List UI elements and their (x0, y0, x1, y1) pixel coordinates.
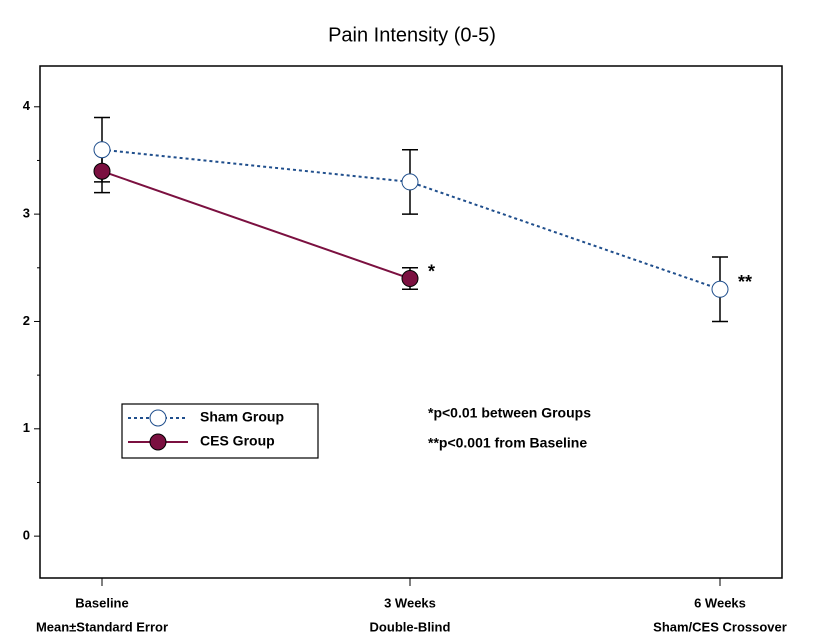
point-annotation: * (428, 261, 435, 281)
legend-label: Sham Group (200, 409, 284, 425)
x-tick-sublabel: Mean±Standard Error (36, 619, 168, 634)
legend-marker (149, 433, 167, 451)
x-tick-sublabel: Double-Blind (370, 619, 451, 634)
point-marker (93, 141, 111, 159)
x-tick-label: Baseline (75, 595, 128, 610)
point-marker (401, 173, 419, 191)
legend-label: CES Group (200, 433, 275, 449)
y-tick-label: 0 (23, 528, 30, 543)
y-tick-label: 4 (23, 98, 31, 113)
x-tick-label: 6 Weeks (694, 595, 746, 610)
plot-frame (39, 65, 783, 579)
point-marker (711, 280, 729, 298)
point-marker (93, 162, 111, 180)
legend-marker (149, 409, 167, 427)
point-marker (401, 270, 419, 288)
note: **p<0.001 from Baseline (428, 435, 587, 451)
chart-title: Pain Intensity (0-5) (328, 24, 496, 46)
y-tick-label: 3 (23, 206, 30, 221)
note: *p<0.01 between Groups (428, 405, 591, 421)
series-line (101, 148, 721, 291)
x-tick-label: 3 Weeks (384, 595, 436, 610)
y-tick-label: 2 (23, 313, 30, 328)
y-tick-label: 1 (23, 420, 30, 435)
x-tick-sublabel: Sham/CES Crossover (653, 619, 787, 634)
point-annotation: ** (738, 272, 752, 292)
series-line (101, 170, 411, 280)
